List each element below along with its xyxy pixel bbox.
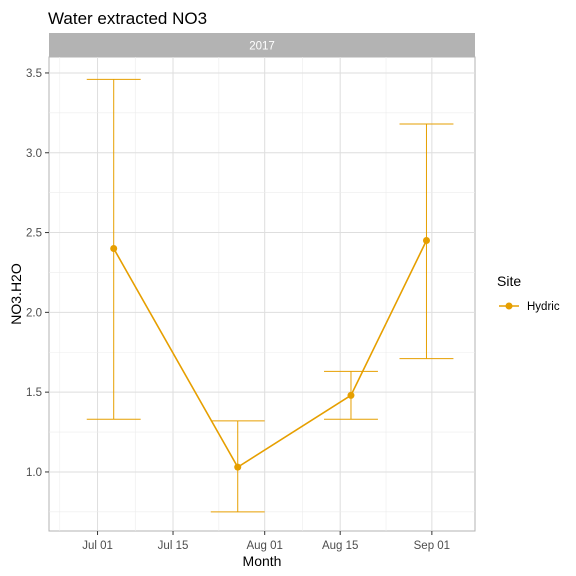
y-axis-ticks: 1.0 1.5 2.0 2.5 3.0 3.5 [26, 68, 49, 479]
y-tick-label: 2.5 [26, 228, 42, 240]
x-tick-label: Aug 15 [322, 540, 358, 552]
x-tick-label: Aug 01 [246, 540, 282, 552]
x-tick-label: Jul 01 [82, 540, 113, 552]
plot-panel [48, 56, 476, 532]
data-points [110, 237, 430, 471]
legend-title: Site [497, 273, 521, 289]
data-point [347, 391, 355, 399]
data-point [422, 237, 430, 245]
legend: Site Hydric [497, 273, 560, 313]
facet-strip [49, 33, 475, 57]
facet-label: 2017 [249, 41, 275, 53]
y-tick-label: 1.5 [26, 387, 42, 399]
x-axis-ticks: Jul 01 Jul 15 Aug 01 Aug 15 Sep 01 [82, 531, 450, 552]
legend-key-point [505, 302, 513, 310]
y-tick-label: 2.0 [26, 307, 42, 319]
data-point [234, 463, 242, 471]
y-tick-label: 1.0 [26, 467, 42, 479]
x-tick-label: Sep 01 [414, 540, 450, 552]
x-axis-title: Month [243, 553, 282, 569]
series-line-hydric [113, 240, 428, 469]
legend-label-hydric: Hydric [527, 301, 560, 313]
y-tick-label: 3.0 [26, 148, 42, 160]
series-lines [113, 240, 428, 469]
y-axis-title: NO3.H2O [8, 263, 24, 325]
x-tick-label: Jul 15 [158, 540, 189, 552]
chart-title: Water extracted NO3 [48, 9, 207, 28]
y-tick-label: 3.5 [26, 68, 42, 80]
data-point [110, 245, 118, 253]
